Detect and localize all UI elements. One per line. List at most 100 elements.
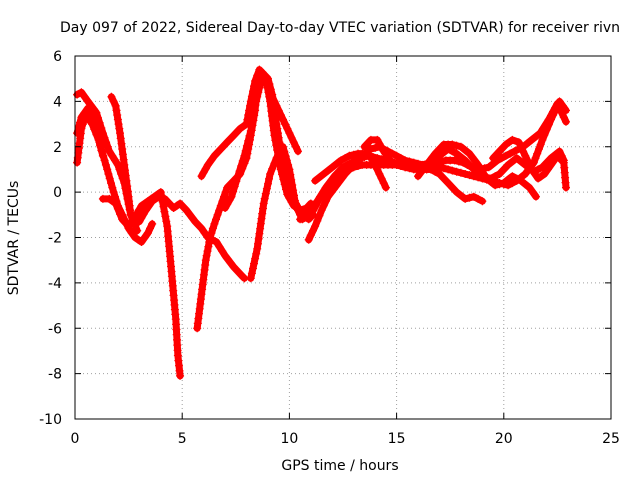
plus-marker (111, 156, 119, 165)
plus-marker (271, 115, 280, 124)
plus-marker (319, 170, 328, 178)
series-track-15 (414, 140, 540, 201)
plus-marker (538, 135, 547, 144)
plus-marker (431, 164, 440, 173)
plus-marker (259, 199, 268, 208)
plus-marker (203, 160, 212, 169)
y-tick-label: 2 (53, 140, 62, 156)
plus-marker (108, 151, 117, 160)
plus-marker (113, 111, 122, 119)
series-track-6 (135, 192, 249, 283)
plus-marker (246, 274, 255, 283)
plus-marker (237, 162, 246, 170)
plus-marker (251, 77, 260, 85)
plus-marker (265, 80, 274, 88)
y-tick-label: 6 (53, 49, 62, 65)
plus-marker (527, 165, 536, 174)
plus-marker (111, 199, 120, 208)
plus-marker (559, 113, 568, 122)
plus-marker (256, 219, 265, 228)
plus-marker (306, 231, 315, 240)
plus-marker (528, 188, 537, 197)
plus-marker (444, 179, 453, 187)
plus-marker (264, 179, 272, 188)
plus-marker (371, 160, 380, 169)
plus-marker (285, 129, 294, 138)
plus-marker (107, 179, 115, 188)
plus-marker (77, 88, 86, 97)
plus-marker (94, 113, 102, 122)
plus-marker (269, 100, 278, 109)
plus-marker (253, 92, 262, 101)
plus-marker (232, 177, 241, 186)
plus-marker (379, 147, 388, 156)
plus-marker (256, 224, 265, 233)
plus-marker (486, 177, 495, 186)
plus-marker (253, 244, 262, 253)
plus-marker (356, 154, 365, 163)
plus-marker (220, 192, 228, 201)
plus-marker (343, 160, 352, 169)
plus-marker (281, 120, 290, 129)
plus-marker (102, 138, 111, 147)
plus-marker (208, 224, 217, 233)
plus-marker (351, 156, 360, 165)
plus-marker (332, 159, 341, 168)
plus-marker (491, 181, 500, 190)
plus-marker (533, 149, 542, 158)
plus-marker (200, 229, 209, 237)
plus-marker (373, 165, 382, 174)
plus-marker (286, 170, 295, 179)
plus-marker (250, 259, 258, 268)
plus-marker (544, 120, 553, 129)
plus-marker (221, 188, 230, 197)
plus-marker (450, 156, 459, 165)
plus-marker (392, 160, 401, 169)
plus-marker (463, 160, 472, 169)
plus-marker (347, 158, 356, 167)
plus-marker (245, 131, 254, 140)
plus-marker (230, 182, 239, 191)
plus-marker (238, 156, 247, 165)
plus-marker (377, 155, 386, 164)
y-tick-label: 0 (53, 185, 62, 201)
plus-marker (215, 242, 224, 251)
plus-marker (383, 151, 391, 160)
plus-marker (233, 172, 242, 181)
plus-marker (549, 111, 558, 119)
plus-marker (452, 167, 461, 176)
plus-marker (108, 183, 117, 192)
plus-marker (279, 115, 287, 124)
plus-marker (291, 142, 300, 151)
plus-marker (521, 180, 530, 189)
plus-marker (291, 201, 300, 210)
plus-marker (241, 146, 250, 155)
plus-marker (364, 151, 373, 160)
plus-marker (109, 188, 118, 197)
plus-marker (124, 222, 133, 231)
y-tick-label: 4 (53, 94, 62, 110)
plus-marker (229, 187, 238, 196)
y-tick-label: -4 (48, 276, 62, 292)
plus-marker (289, 138, 298, 147)
plus-marker (313, 197, 322, 206)
grid (75, 56, 611, 419)
plus-marker (103, 165, 112, 174)
plus-marker (469, 172, 478, 181)
plus-marker (504, 160, 513, 169)
plus-marker (431, 149, 440, 158)
plus-marker (105, 174, 114, 183)
plus-marker (206, 233, 215, 242)
plus-marker (288, 181, 297, 189)
plus-marker (536, 140, 545, 149)
data-series (73, 65, 570, 380)
plus-marker (123, 182, 132, 191)
plus-marker (105, 147, 114, 156)
plus-marker (260, 194, 269, 203)
plus-marker (525, 183, 534, 192)
plus-marker (495, 170, 504, 178)
axis-ticks: 0 5 10 15 20 25 -10 -8 -6 -4 -2 0 2 4 6 (39, 49, 620, 447)
plus-marker (112, 106, 121, 115)
plus-marker (360, 142, 369, 151)
plus-marker (274, 133, 283, 142)
